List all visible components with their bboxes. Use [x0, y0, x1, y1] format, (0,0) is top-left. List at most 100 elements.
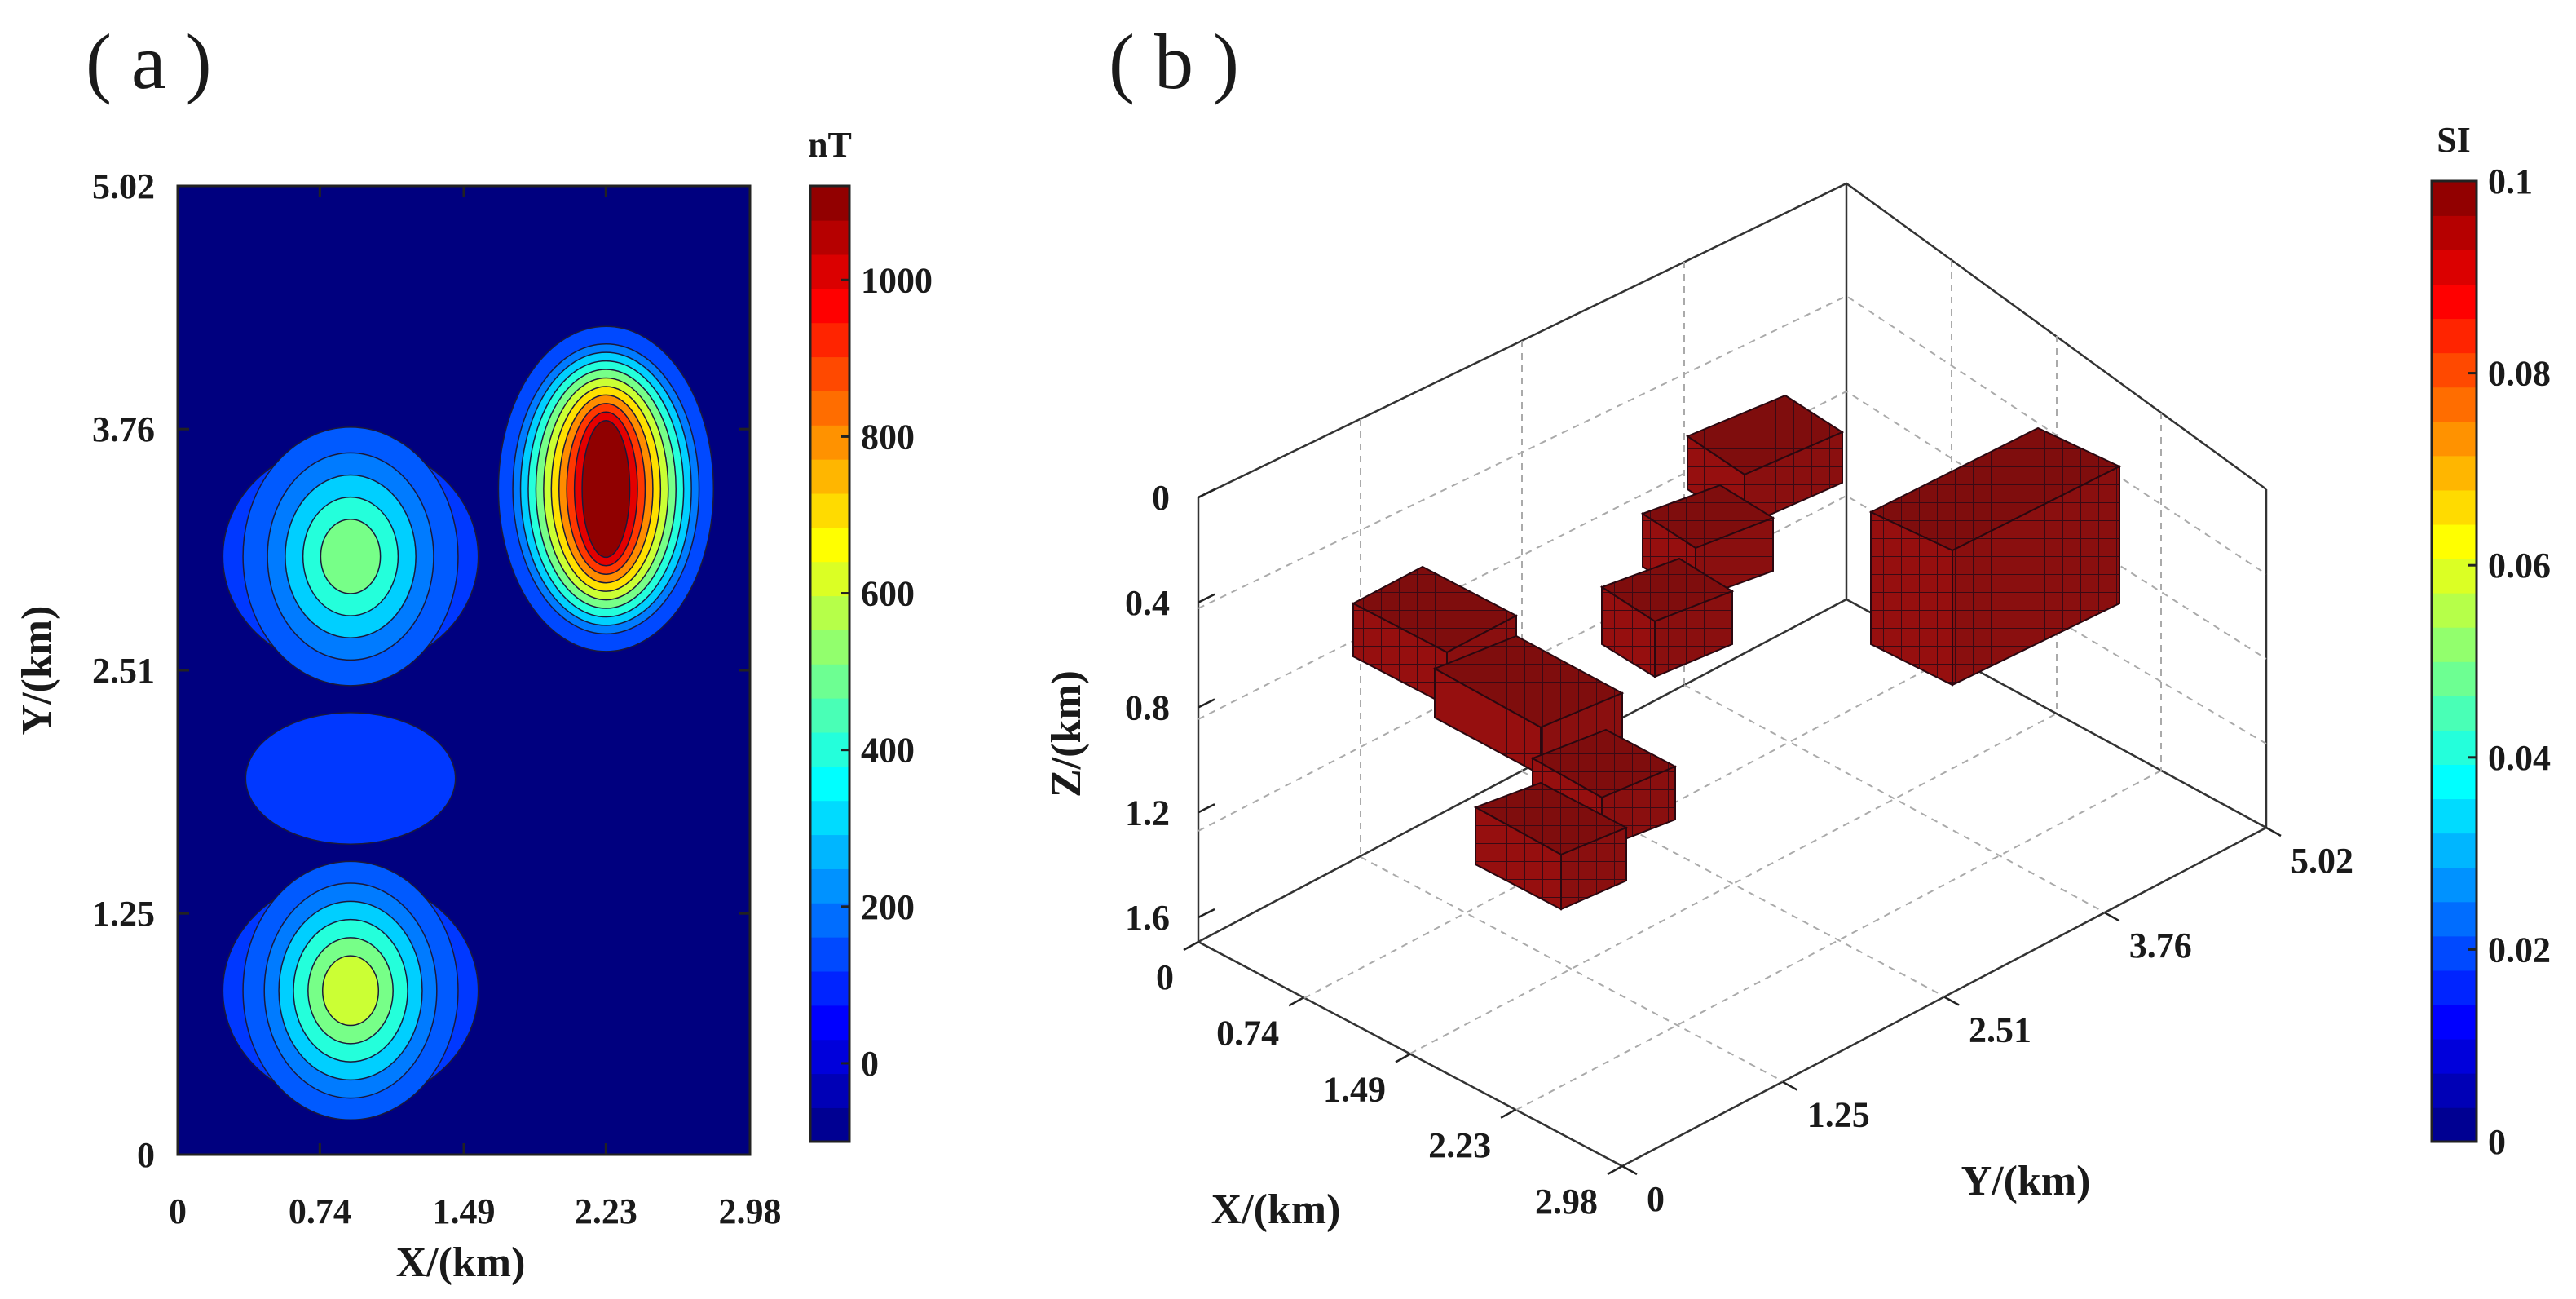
z-tick-mark-b — [1198, 908, 1215, 919]
y-tick-label-a: 1.25 — [92, 894, 155, 934]
colorbar-b-frame — [2430, 179, 2478, 1143]
y-tick-label-a: 5.02 — [92, 166, 155, 206]
colorbar-swatch — [810, 493, 849, 528]
colorbar-swatch — [2432, 387, 2477, 422]
x-axis-a: 0 0.74 1.49 2.23 2.98 — [169, 186, 782, 1231]
y-axis-label-b: Y/(km) — [1961, 1158, 2091, 1204]
x-axis-label-b: X/(km) — [1211, 1186, 1341, 1233]
colorbar-swatch — [810, 186, 849, 221]
colorbar-swatch — [810, 868, 849, 904]
colorbar-swatch — [2432, 455, 2477, 491]
colorbar-tick-label: 1000 — [861, 260, 933, 300]
y-tick-label-a: 3.76 — [92, 409, 155, 449]
z-tick-mark-b — [1198, 593, 1215, 603]
colorbar-tick-label: 0 — [2488, 1122, 2506, 1162]
colorbar-swatch — [2432, 352, 2477, 388]
y-tick-label-b: 1.25 — [1807, 1095, 1870, 1135]
x-tick-mark-b — [1607, 1164, 1623, 1176]
colorbar-swatch — [810, 219, 849, 255]
z-tick-mark-b — [1198, 698, 1215, 709]
colorbar-swatch — [2432, 626, 2477, 662]
z-tick-mark-b — [1198, 488, 1215, 499]
colorbar-swatch — [2432, 764, 2477, 800]
contour-band — [581, 419, 631, 559]
z-tick-label-b: 0.8 — [1125, 688, 1170, 728]
colorbar-swatch — [810, 766, 849, 802]
colorbar-swatch — [810, 1107, 849, 1142]
x-tick-label-a: 2.23 — [575, 1191, 637, 1231]
contour-band — [245, 712, 457, 845]
colorbar-swatch — [2432, 1004, 2477, 1040]
colorbar-b-title: SI — [2437, 120, 2471, 160]
z-tick-label-b: 1.2 — [1125, 793, 1170, 833]
y-tick-label-b: 5.02 — [2291, 841, 2353, 881]
colorbar-tick-label: 200 — [861, 887, 915, 927]
colorbar-a-title: nT — [808, 125, 852, 165]
colorbar-tick-label: 0.06 — [2488, 546, 2551, 585]
x-tick-label-b: 2.98 — [1535, 1182, 1598, 1222]
colorbar-tick-label: 0 — [861, 1044, 879, 1084]
colorbar-swatch — [2432, 284, 2477, 320]
colorbar-a-frame — [809, 184, 851, 1143]
colorbar-swatch — [810, 425, 849, 460]
panel-label-b: ( b ) — [1109, 18, 1239, 105]
colorbar-swatch — [810, 1005, 849, 1041]
y-axis-b: 0 1.25 2.51 3.76 5.02 — [1621, 826, 2353, 1219]
colorbar-swatch — [810, 834, 849, 869]
colorbar-swatch — [810, 458, 849, 494]
colorbar-swatch — [2432, 489, 2477, 525]
x-tick-label-a: 2.98 — [719, 1191, 782, 1231]
colorbar-swatch — [810, 595, 849, 630]
x-tick-label-b: 1.49 — [1323, 1070, 1386, 1110]
colorbar-swatch — [2432, 867, 2477, 903]
colorbar-swatch — [810, 561, 849, 597]
colorbar-swatch — [2432, 318, 2477, 354]
contour-field — [222, 325, 714, 1121]
colorbar-swatch — [2432, 421, 2477, 457]
colorbar-swatch — [2432, 833, 2477, 868]
colorbar-swatch — [2432, 558, 2477, 594]
voxel-body-prism — [1868, 426, 2122, 687]
colorbar-swatch — [2432, 215, 2477, 250]
colorbar-a — [810, 186, 849, 1142]
colorbar-tick-label: 0.1 — [2488, 161, 2533, 201]
colorbar-swatch — [810, 903, 849, 938]
colorbar-swatch — [2432, 696, 2477, 731]
colorbar-b — [2432, 181, 2477, 1142]
colorbar-swatch — [2432, 1072, 2477, 1108]
panel-a: 0 0.74 1.49 2.23 2.98 0 1.25 2.51 3.76 5.02 X/(k… — [14, 125, 933, 1286]
colorbar-swatch — [2432, 970, 2477, 1005]
x-tick-mark-b — [1500, 1108, 1516, 1119]
colorbar-swatch — [810, 1039, 849, 1075]
colorbar-swatch — [2432, 1107, 2477, 1142]
y-axis-label-a: Y/(km) — [14, 606, 60, 736]
y-tick-mark-b — [2265, 826, 2282, 837]
grid-3d — [1198, 260, 2267, 1111]
y-tick-label-a: 0 — [137, 1135, 155, 1175]
x-tick-label-b: 2.23 — [1428, 1125, 1491, 1165]
x-tick-label-a: 0 — [169, 1191, 187, 1231]
z-tick-label-b: 0.4 — [1125, 583, 1170, 623]
colorbar-tick-label: 0.08 — [2488, 354, 2551, 394]
x-axis-b: 0 0.74 1.49 2.23 2.98 — [1156, 940, 1623, 1222]
colorbar-swatch — [810, 970, 849, 1006]
x-tick-mark-b — [1183, 940, 1199, 952]
colorbar-swatch — [810, 527, 849, 563]
colorbar-swatch — [810, 254, 849, 289]
colorbar-swatch — [2432, 730, 2477, 766]
y-tick-mark-b — [1782, 1080, 1798, 1091]
x-tick-label-a: 1.49 — [433, 1191, 496, 1231]
colorbar-swatch — [810, 322, 849, 358]
colorbar-swatch — [810, 697, 849, 733]
x-tick-mark-b — [1395, 1053, 1411, 1063]
colorbar-swatch — [2432, 250, 2477, 285]
colorbar-swatch — [2432, 798, 2477, 834]
colorbar-swatch — [810, 664, 849, 699]
colorbar-swatch — [810, 630, 849, 665]
z-axis-label-b: Z/(km) — [1043, 670, 1090, 798]
colorbar-swatch — [2432, 524, 2477, 559]
colorbar-swatch — [810, 936, 849, 972]
colorbar-tick-label: 800 — [861, 417, 915, 457]
y-tick-label-a: 2.51 — [92, 651, 155, 691]
